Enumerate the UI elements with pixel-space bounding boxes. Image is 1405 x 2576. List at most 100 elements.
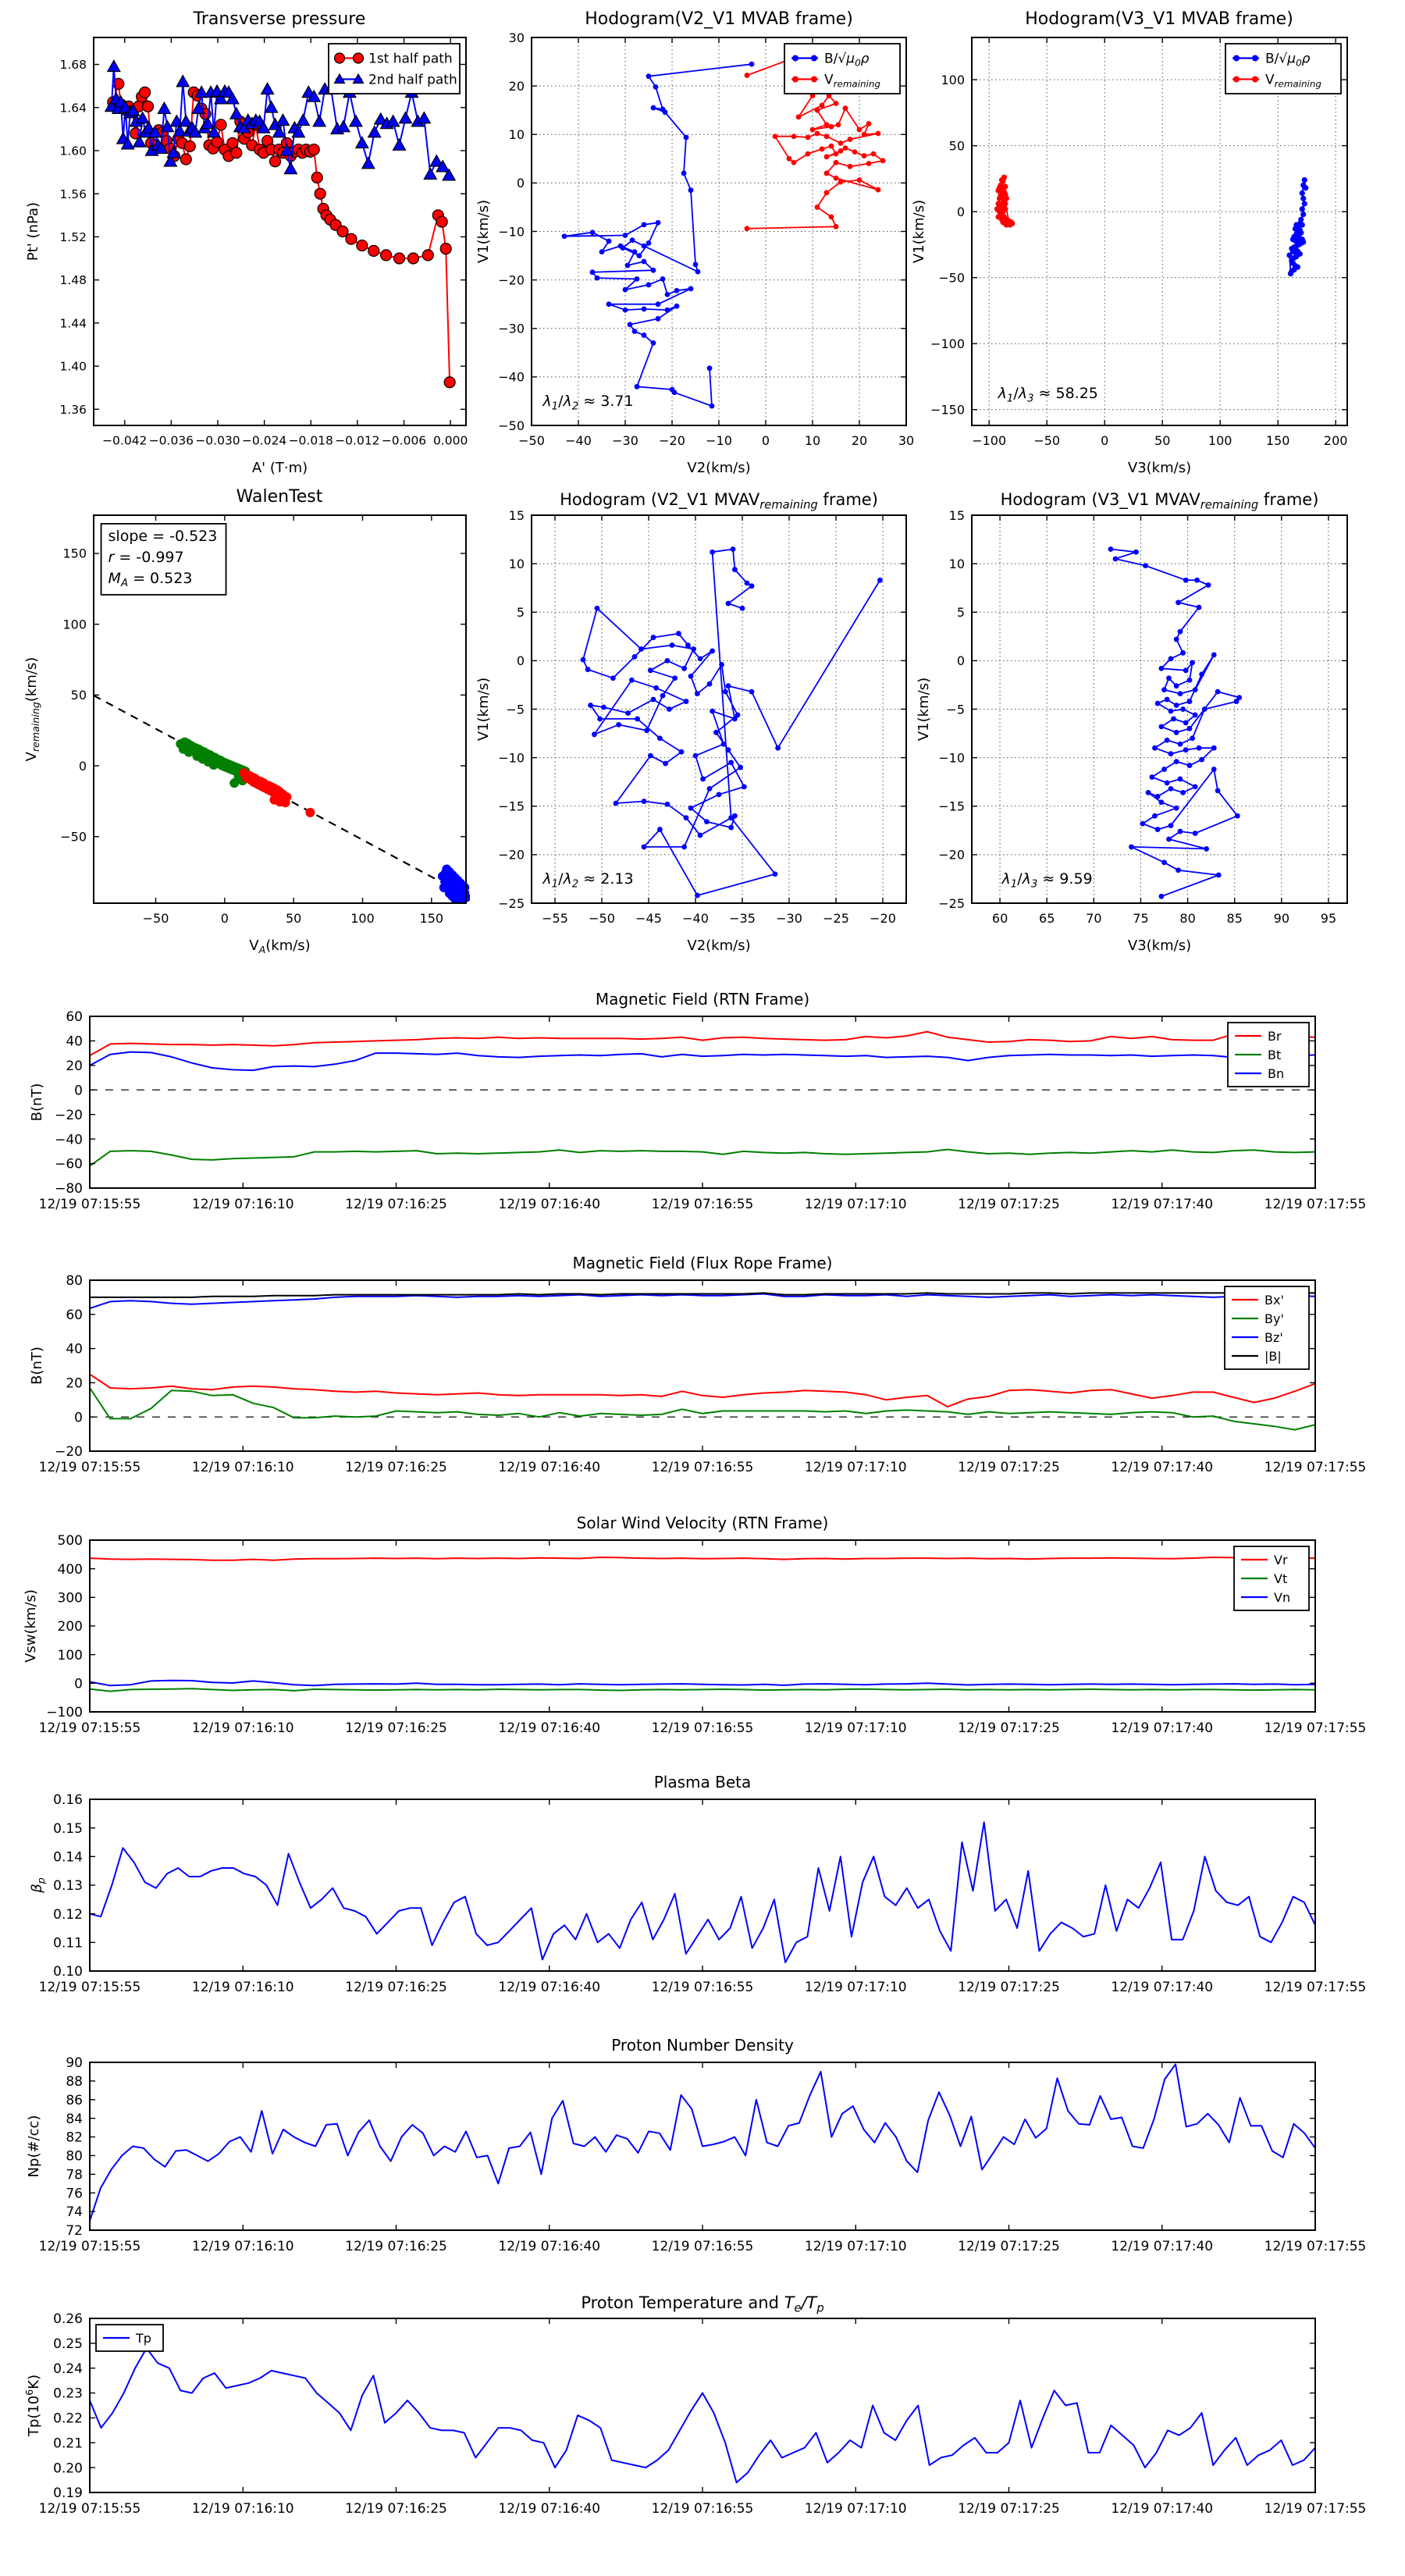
svg-text:12/19 07:16:55: 12/19 07:16:55 bbox=[652, 1197, 754, 1212]
svg-text:Hodogram (V2_V1 MVAVremaining: Hodogram (V2_V1 MVAVremaining frame) bbox=[560, 490, 878, 512]
svg-text:−20: −20 bbox=[498, 848, 525, 863]
svg-text:300: 300 bbox=[58, 1590, 83, 1606]
svg-text:−35: −35 bbox=[729, 911, 756, 926]
svg-text:MA = 0.523: MA = 0.523 bbox=[108, 570, 193, 589]
svg-text:−0.024: −0.024 bbox=[242, 434, 286, 448]
svg-text:12/19 07:16:40: 12/19 07:16:40 bbox=[498, 1980, 600, 1995]
svg-text:75: 75 bbox=[1133, 911, 1148, 926]
svg-text:−50: −50 bbox=[143, 911, 169, 926]
svg-text:−20: −20 bbox=[498, 272, 525, 287]
walen-test-chart: −50 0 50 100 150 −50 0 50 100 150 VA(km/s) Vremaini… bbox=[23, 514, 471, 955]
svg-text:−40: −40 bbox=[498, 370, 525, 385]
svg-text:Tp(106K): Tp(106K) bbox=[23, 2375, 42, 2437]
panel-title-hodogram-v3v1-mvab: Hodogram(V3_V1 MVAB frame) bbox=[1025, 9, 1293, 29]
svg-text:B(nT): B(nT) bbox=[29, 1347, 45, 1385]
svg-text:12/19 07:16:25: 12/19 07:16:25 bbox=[345, 2239, 447, 2254]
svg-text:V2(km/s): V2(km/s) bbox=[687, 938, 750, 954]
svg-text:12/19 07:16:40: 12/19 07:16:40 bbox=[498, 1197, 600, 1212]
svg-text:−10: −10 bbox=[706, 433, 732, 448]
panel-transverse-pressure: Transverse pressure −0.042 −0.036 −0.030 −0… bbox=[14, 3, 470, 511]
svg-text:76: 76 bbox=[66, 2186, 83, 2201]
hodogram-v2v1-mvab-chart: −50 −40 −30 −20 −10 0 10 20 30 −50 −40 −30 −20 −10 0 10… bbox=[475, 30, 914, 476]
svg-text:12/19 07:16:55: 12/19 07:16:55 bbox=[652, 2239, 754, 2254]
svg-text:|B|: |B| bbox=[1264, 1349, 1282, 1364]
svg-text:−5: −5 bbox=[946, 702, 965, 717]
svg-text:−45: −45 bbox=[635, 911, 662, 926]
svg-text:−25: −25 bbox=[938, 896, 965, 911]
svg-text:−80: −80 bbox=[55, 1181, 83, 1197]
svg-text:12/19 07:15:55: 12/19 07:15:55 bbox=[39, 1980, 141, 1995]
svg-text:12/19 07:17:25: 12/19 07:17:25 bbox=[958, 2501, 1060, 2517]
svg-text:10: 10 bbox=[949, 557, 965, 571]
svg-text:5: 5 bbox=[517, 605, 525, 620]
svg-text:λ1/λ3 ≈ 58.25: λ1/λ3 ≈ 58.25 bbox=[998, 385, 1098, 404]
svg-text:B(nT): B(nT) bbox=[29, 1083, 45, 1122]
svg-text:12/19 07:17:25: 12/19 07:17:25 bbox=[958, 1720, 1060, 1736]
svg-text:12/19 07:17:10: 12/19 07:17:10 bbox=[805, 1460, 907, 1475]
svg-text:50: 50 bbox=[949, 138, 965, 153]
panel-proton-number-density: Proton Number Density 12/19 07:15:55 12/1… bbox=[14, 2031, 1405, 2286]
svg-text:12/19 07:16:25: 12/19 07:16:25 bbox=[345, 1197, 447, 1212]
panel-magnetic-field-rtn: Magnetic Field (RTN Frame) 12/19 07:15:5… bbox=[14, 985, 1405, 1244]
hodogram-v3v1-mvab-chart: −100 −50 0 50 100 150 200 −150 −100 −50 0 50 100 V3(k… bbox=[911, 37, 1348, 476]
svg-text:1.60: 1.60 bbox=[59, 144, 87, 158]
svg-text:Vr: Vr bbox=[1274, 1553, 1288, 1567]
svg-text:60: 60 bbox=[992, 911, 1008, 926]
panel-magnetic-field-flux-rope: Magnetic Field (Flux Rope Frame) 12/19 0… bbox=[14, 1249, 1405, 1508]
svg-text:Bx': Bx' bbox=[1264, 1293, 1284, 1308]
svg-text:r = -0.997: r = -0.997 bbox=[108, 549, 184, 566]
panel-proton-temperature: 12/19 07:15:55 12/19 07:16:10 12/19 07:16:… bbox=[14, 2287, 1405, 2574]
svg-text:slope = -0.523: slope = -0.523 bbox=[108, 528, 218, 545]
hodogram-v3v1-mvav-chart: 60 65 70 75 80 85 90 95 −25 −20 −15 −10 −5 0 5 10 15 Hodo… bbox=[916, 490, 1348, 954]
svg-text:0.22: 0.22 bbox=[53, 2411, 83, 2427]
svg-text:12/19 07:16:55: 12/19 07:16:55 bbox=[652, 1460, 754, 1475]
svg-text:Tp: Tp bbox=[135, 2331, 151, 2346]
svg-text:0.19: 0.19 bbox=[53, 2485, 83, 2501]
svg-text:12/19 07:17:55: 12/19 07:17:55 bbox=[1264, 2239, 1367, 2254]
svg-text:30: 30 bbox=[898, 433, 914, 448]
svg-text:12/19 07:17:40: 12/19 07:17:40 bbox=[1111, 1980, 1213, 1995]
svg-text:VA(km/s): VA(km/s) bbox=[249, 938, 310, 955]
svg-text:−20: −20 bbox=[659, 433, 685, 448]
svg-text:0.25: 0.25 bbox=[53, 2336, 83, 2352]
magnetic-field-flux-rope-chart: 12/19 07:15:55 12/19 07:16:10 12/19 07:16:… bbox=[29, 1273, 1366, 1475]
svg-text:Bz': Bz' bbox=[1264, 1330, 1283, 1345]
svg-text:0.11: 0.11 bbox=[53, 1935, 83, 1951]
svg-text:12/19 07:17:40: 12/19 07:17:40 bbox=[1111, 1720, 1213, 1736]
svg-text:12/19 07:16:40: 12/19 07:16:40 bbox=[498, 2239, 600, 2254]
svg-text:10: 10 bbox=[509, 557, 525, 571]
panel-title-walen-test: WalenTest bbox=[236, 487, 323, 507]
svg-text:By': By' bbox=[1264, 1311, 1284, 1326]
svg-text:λ1/λ2 ≈ 3.71: λ1/λ2 ≈ 3.71 bbox=[542, 393, 633, 412]
svg-text:80: 80 bbox=[66, 2149, 83, 2165]
svg-text:Pt' (nPa): Pt' (nPa) bbox=[25, 202, 41, 261]
svg-text:−40: −40 bbox=[565, 433, 592, 448]
svg-text:12/19 07:15:55: 12/19 07:15:55 bbox=[39, 1460, 141, 1475]
svg-text:12/19 07:17:10: 12/19 07:17:10 bbox=[805, 1720, 907, 1736]
svg-text:−0.012: −0.012 bbox=[335, 434, 379, 448]
svg-text:20: 20 bbox=[509, 79, 525, 94]
svg-text:−0.006: −0.006 bbox=[382, 434, 426, 448]
svg-text:1.48: 1.48 bbox=[59, 273, 87, 287]
svg-text:12/19 07:17:40: 12/19 07:17:40 bbox=[1111, 2501, 1213, 2517]
svg-text:12/19 07:16:55: 12/19 07:16:55 bbox=[652, 1980, 754, 1995]
svg-text:−50: −50 bbox=[518, 433, 545, 448]
svg-text:0.23: 0.23 bbox=[53, 2386, 83, 2402]
svg-text:−50: −50 bbox=[938, 270, 965, 285]
svg-text:12/19 07:16:10: 12/19 07:16:10 bbox=[192, 1460, 294, 1475]
svg-text:−0.018: −0.018 bbox=[289, 434, 333, 448]
svg-text:12/19 07:16:40: 12/19 07:16:40 bbox=[498, 1460, 600, 1475]
svg-text:30: 30 bbox=[509, 30, 525, 45]
panel-hodogram-v2v1-mvav: −55 −50 −45 −40 −35 −30 −25 −20 −25 −20 −15 −10 −5 0 5… bbox=[468, 481, 923, 991]
svg-text:70: 70 bbox=[1086, 911, 1101, 926]
svg-text:−10: −10 bbox=[938, 750, 965, 765]
svg-text:0.12: 0.12 bbox=[53, 1907, 83, 1923]
svg-text:86: 86 bbox=[66, 2093, 83, 2108]
svg-text:12/19 07:17:55: 12/19 07:17:55 bbox=[1264, 1720, 1367, 1736]
svg-text:12/19 07:17:10: 12/19 07:17:10 bbox=[805, 2239, 907, 2254]
svg-text:V1(km/s): V1(km/s) bbox=[475, 678, 492, 741]
svg-text:V3(km/s): V3(km/s) bbox=[1128, 938, 1191, 954]
svg-text:100: 100 bbox=[62, 617, 87, 632]
svg-text:B/√μ0ρ: B/√μ0ρ bbox=[1265, 52, 1311, 69]
